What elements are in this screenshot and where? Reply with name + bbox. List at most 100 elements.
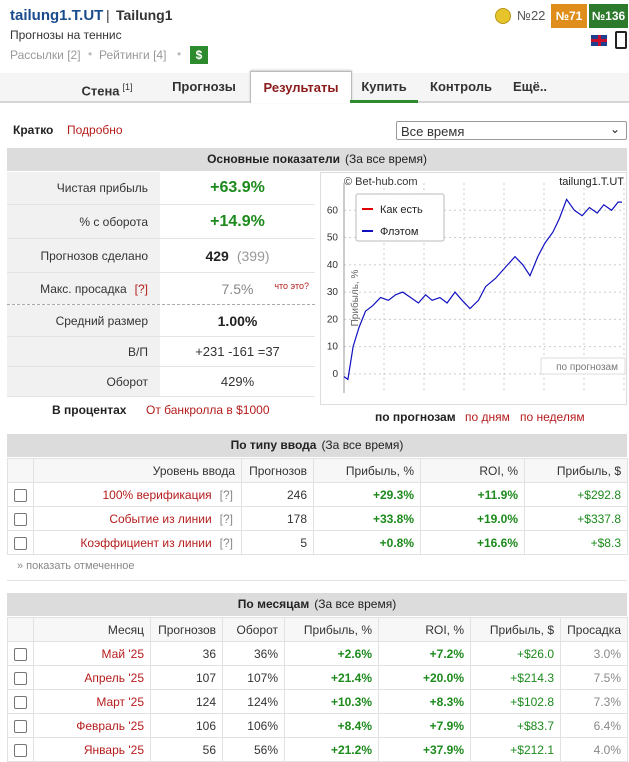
view-detailed[interactable]: Подробно	[67, 123, 123, 137]
link[interactable]: Рассылки [2]	[10, 48, 81, 62]
cell: Апрель '25	[33, 665, 151, 690]
cell-text[interactable]: Январь '25	[83, 742, 144, 757]
cell-text[interactable]: Коэффициент из линии	[80, 535, 212, 550]
row-label-text: Прогнозов сделано	[40, 248, 148, 263]
tab[interactable]: Прогнозы	[158, 73, 250, 101]
row-label: В/П	[7, 337, 160, 366]
table-row: Апрель '25 107 107% +21.4% +20.0% +$214.3 7.5%	[7, 665, 628, 690]
view-short[interactable]: Кратко	[13, 123, 54, 137]
cell-text: +21.2%	[330, 742, 372, 757]
help[interactable]: [?]	[134, 281, 148, 296]
period-select[interactable]: Все время	[396, 121, 627, 140]
table-row: Май '25 36 36% +2.6% +7.2% +$26.0 3.0%	[7, 641, 628, 666]
bankroll[interactable]: От банкролла в $1000	[146, 403, 270, 417]
cell-text: +29.3%	[372, 487, 414, 502]
chart-tab[interactable]: по прогнозам	[375, 410, 456, 424]
tab[interactable]: Контроль	[418, 73, 504, 101]
tab-label: Стена	[81, 83, 120, 99]
row-extra: (399)	[236, 247, 270, 264]
cell: +2.6%	[284, 641, 379, 666]
user-name[interactable]: tailung1.T.UT	[10, 7, 104, 24]
cell-text: +16.6%	[476, 535, 518, 550]
y-tick-label: 50	[327, 233, 339, 244]
cell: +0.8%	[313, 530, 421, 555]
cell: +$26.0	[470, 641, 561, 666]
row-label: Оборот	[7, 367, 160, 396]
row-label: % с оборота	[7, 205, 160, 238]
mode[interactable]: В процентах	[52, 403, 127, 417]
summary-row: Прогнозов сделано 429 (399)	[7, 239, 315, 273]
checkbox-cell	[7, 665, 34, 690]
cell: 56%	[222, 737, 285, 762]
cell-text: +10.3%	[330, 694, 372, 709]
header-row: Уровень ввода Прогнозов Прибыль, % ROI, % Пр…	[7, 458, 628, 483]
y-axis-label: Прибыль, %	[349, 270, 361, 327]
summary-row: % с оборота +14.9%	[7, 205, 315, 239]
tab[interactable]: Результаты	[250, 71, 352, 103]
tab-sup: [1]	[122, 82, 133, 92]
row-value-text: +63.9%	[210, 179, 265, 196]
column-header: Прибыль, %	[313, 458, 421, 483]
cell-text: 106	[195, 718, 216, 733]
cell: 178	[241, 506, 314, 531]
row-value: 1.00%	[160, 305, 315, 336]
profit-chart: 0 10 20 30 40 50 60 © Bet-hub.com tailung1.T.UT П…	[320, 172, 627, 405]
checkbox[interactable]	[14, 719, 27, 733]
cell: 3.0%	[560, 641, 628, 666]
checkbox-cell	[7, 713, 34, 738]
checkbox[interactable]	[14, 647, 27, 661]
y-tick-label: 30	[327, 287, 339, 298]
cell: +8.4%	[284, 713, 379, 738]
chart-tab[interactable]: по дням	[465, 410, 510, 424]
summary-row: В/П +231 -161 =37	[7, 337, 315, 367]
cell-text[interactable]: Февраль '25	[76, 718, 144, 733]
cell-text: 107%	[247, 670, 278, 685]
cell-text: 4.0%	[593, 742, 621, 757]
dollar-button[interactable]: $	[190, 46, 208, 64]
cell-text[interactable]: Событие из линии	[109, 511, 212, 526]
checkbox[interactable]	[14, 512, 27, 526]
tab[interactable]: Стена [1]	[72, 73, 142, 101]
row-extra[interactable]: что это?	[274, 281, 309, 291]
column-header: Просадка	[560, 617, 628, 642]
cell: 124	[150, 689, 223, 714]
cell: 4.0%	[560, 737, 628, 762]
cell-text: +19.0%	[476, 511, 518, 526]
link[interactable]: Рейтинги [4]	[99, 48, 167, 62]
rank: №22	[517, 8, 546, 23]
flag[interactable]	[590, 34, 608, 47]
tab[interactable]: Ещё..	[504, 73, 556, 101]
row-value: 7.5% что это?	[160, 273, 315, 304]
phone[interactable]	[615, 31, 627, 49]
cell: +16.6%	[420, 530, 525, 555]
cell: +11.9%	[420, 482, 525, 507]
cell-text[interactable]: Апрель '25	[84, 670, 144, 685]
help[interactable]: [?]	[219, 535, 233, 550]
badge: №71	[551, 4, 587, 28]
tab-label: Контроль	[430, 79, 492, 94]
cell-text[interactable]: Май '25	[101, 646, 144, 661]
checkbox[interactable]	[14, 743, 27, 757]
cell-text: +$8.3	[590, 535, 621, 550]
cell-text[interactable]: 100% верификация	[102, 487, 212, 502]
header-row: Месяц Прогнозов Оборот Прибыль, % ROI, % Приб…	[7, 617, 628, 642]
help[interactable]: [?]	[219, 487, 233, 502]
column-header: Прибыль, $	[470, 617, 561, 642]
separator: |	[106, 7, 110, 23]
help[interactable]: [?]	[219, 511, 233, 526]
chart-source: © Bet-hub.com	[344, 176, 418, 188]
chart-tab[interactable]: по неделям	[520, 410, 585, 424]
cell: Март '25	[33, 689, 151, 714]
table-row: Событие из линии [?] 178 +33.8% +19.0% +$337.…	[7, 506, 628, 531]
checkbox[interactable]	[14, 536, 27, 550]
cell-text: 36	[202, 646, 216, 661]
row-label-text: % с оборота	[79, 214, 148, 229]
tab[interactable]: Купить	[350, 73, 418, 103]
checkbox[interactable]	[14, 488, 27, 502]
show-checked[interactable]: » показать отмеченное	[17, 560, 135, 572]
legend-box	[355, 193, 445, 242]
checkbox[interactable]	[14, 671, 27, 685]
checkbox[interactable]	[14, 695, 27, 709]
row-label-text: Чистая прибыль	[56, 181, 148, 195]
cell-text[interactable]: Март '25	[96, 694, 144, 709]
